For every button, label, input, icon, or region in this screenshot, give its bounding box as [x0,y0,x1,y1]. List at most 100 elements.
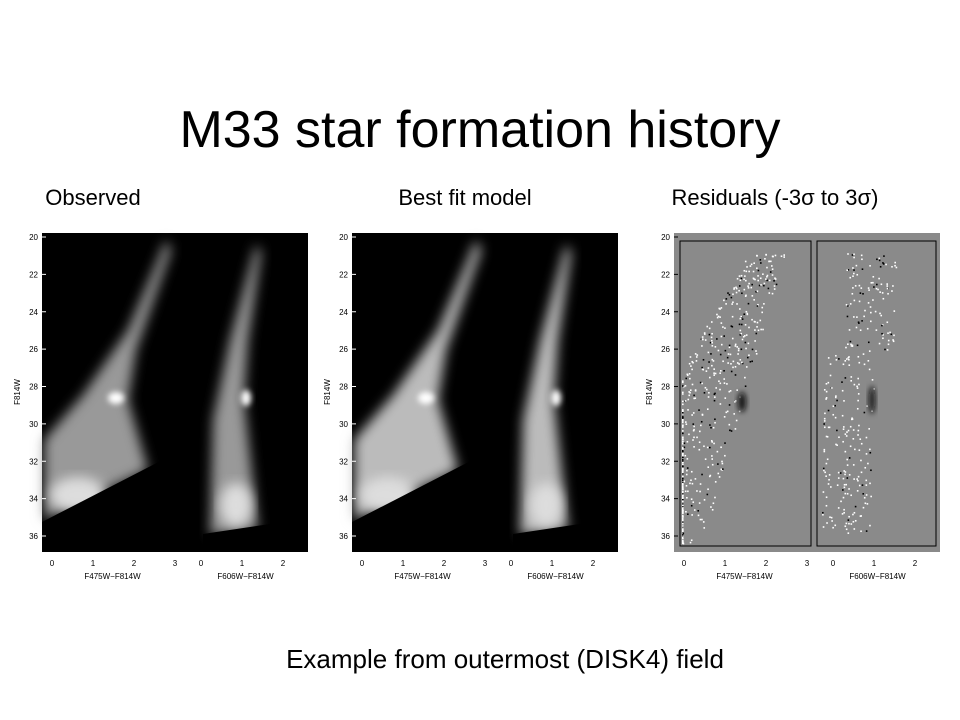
x-axis-label: F606W−F814W [849,572,906,581]
residual-dot [708,475,711,478]
residual-dot [701,336,704,338]
residual-dot [734,401,736,403]
residual-dot [859,329,862,332]
residual-dot [849,276,852,279]
residual-dot [686,467,689,469]
residual-dot [850,345,853,347]
residual-dot [682,484,684,486]
caption: Example from outermost (DISK4) field [286,644,724,674]
residual-dot [720,335,723,338]
residual-dot [853,478,855,480]
residual-dot [860,287,863,289]
residual-dot [682,498,684,501]
x-axis-label: F475W−F814W [716,572,773,581]
residual-dot [711,364,713,367]
residual-dot [835,443,837,446]
y-tick-label: 30 [339,420,348,429]
residual-dot [862,506,865,509]
residual-dot [740,348,743,351]
residual-dot [857,321,860,324]
residual-dot [740,323,743,326]
y-axis-label: F814W [323,379,332,405]
residual-dot [728,293,731,296]
residual-dot [853,383,856,386]
residual-dot [692,361,694,364]
residual-dot [853,528,856,530]
residual-dot [852,513,854,516]
residual-dot [682,391,684,394]
residual-dot [831,387,833,389]
residual-dot [719,388,721,391]
y-axis-label: F814W [13,379,22,405]
residual-dot [771,274,774,276]
residual-dot [844,360,847,362]
residual-dot [846,458,848,461]
residual-dot [892,340,895,343]
residual-dot [845,483,847,486]
residual-dot [728,344,731,347]
residual-dot [699,518,702,521]
residual-dot [684,454,687,457]
residual-dot [693,436,695,439]
residual-dot [698,448,701,451]
residual-dot [845,303,848,306]
residual-dot [744,341,747,344]
x-tick-label: 0 [831,559,836,568]
residual-dot [719,382,722,385]
residual-dot [858,322,860,324]
residual-dot [848,358,850,361]
residual-dot [842,426,845,428]
y-tick-label: 36 [339,532,348,541]
residual-dot [723,378,726,380]
y-tick-label: 22 [29,270,38,279]
residual-dot [720,446,722,449]
residual-dot [836,484,839,486]
residual-dot [841,381,843,383]
residual-dot [753,299,755,301]
residual-dot [699,430,701,433]
y-tick-label: 34 [29,495,38,504]
residual-dot [719,316,721,318]
residual-dot [835,354,837,357]
residual-dot [827,483,830,485]
residual-dot [745,270,748,273]
residual-dot [847,532,850,534]
residual-dot [697,509,700,512]
residual-dot [682,491,684,494]
residual-dot [763,282,766,285]
residual-dot [751,283,753,286]
residual-dot [707,351,710,354]
residual-dot [687,409,689,411]
residual-dot [682,500,684,503]
residual-dot [835,395,837,397]
x-axis-label: F475W−F814W [84,572,141,581]
residual-dot [892,285,894,287]
residual-dot [701,518,703,521]
residual-dot [684,385,687,387]
residual-dot [699,483,702,485]
x-axis-label: F475W−F814W [394,572,451,581]
residual-dot [851,292,854,295]
residual-dot [883,255,885,257]
residual-dot [854,448,856,451]
panel-label: Observed [45,185,140,210]
residual-dot [757,279,760,282]
residual-dot [858,361,861,364]
residual-dot [727,362,729,364]
residual-dot [746,356,749,359]
residual-dot [771,268,774,271]
residual-dot [864,309,866,312]
residual-dot [730,430,733,432]
residual-dot [754,278,756,281]
residual-dot [861,484,864,486]
residual-dot [863,496,866,499]
residual-dot [850,376,853,378]
x-tick-label: 3 [173,559,178,568]
residual-dot [822,491,825,493]
residual-dot [682,532,685,535]
residual-dot [858,284,861,287]
residual-dot [732,366,734,369]
residual-dot [882,263,885,265]
residual-dot [721,462,724,465]
